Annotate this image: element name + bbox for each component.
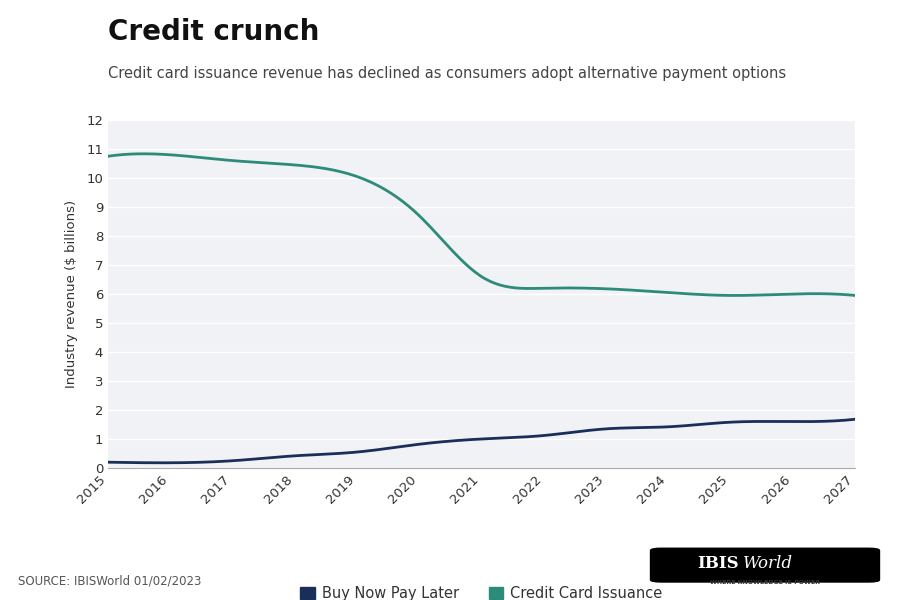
Text: World: World (743, 554, 794, 572)
Text: Credit card issuance revenue has declined as consumers adopt alternative payment: Credit card issuance revenue has decline… (108, 66, 786, 81)
FancyBboxPatch shape (651, 548, 879, 582)
Y-axis label: Industry revenue ($ billions): Industry revenue ($ billions) (65, 200, 77, 388)
Text: Credit crunch: Credit crunch (108, 18, 320, 46)
Text: WHERE KNOWLEDGE IS POWER: WHERE KNOWLEDGE IS POWER (710, 580, 820, 586)
Text: SOURCE: IBISWorld 01/02/2023: SOURCE: IBISWorld 01/02/2023 (18, 575, 202, 588)
Legend: Buy Now Pay Later, Credit Card Issuance: Buy Now Pay Later, Credit Card Issuance (294, 580, 669, 600)
Text: IBIS: IBIS (698, 554, 739, 572)
